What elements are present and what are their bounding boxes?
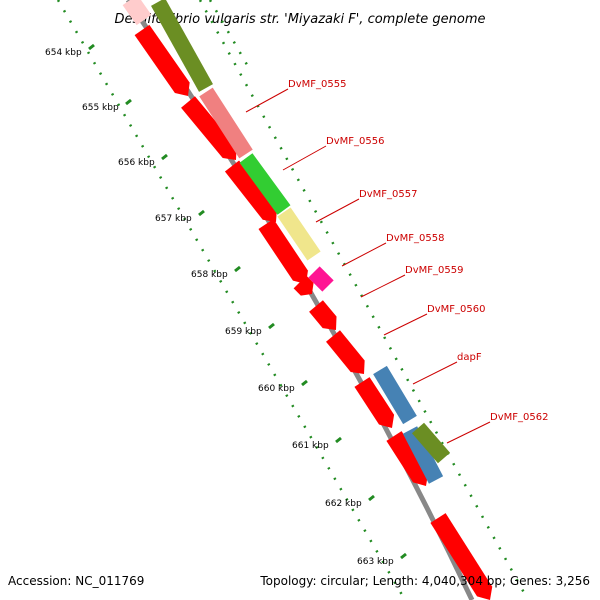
cds-arrow	[430, 513, 493, 600]
cds-arrow-fade	[122, 0, 152, 26]
gene-label-leader	[245, 88, 289, 113]
gene-label: DvMF_0555	[288, 79, 346, 90]
gene-label-leader	[282, 145, 327, 171]
gene-label-group: DvMF_0555 DvMF_0556 DvMF_0557 DvMF_0558 DvMF…	[245, 79, 548, 444]
outer-track	[198, 0, 530, 600]
kbp-tick-label: 654 kbp	[45, 48, 82, 58]
gene-label-leader	[412, 361, 458, 385]
feature-bar-4	[308, 266, 334, 292]
kbp-tick-label: 658 kbp	[191, 270, 228, 280]
gene-label: DvMF_0560	[427, 304, 485, 315]
gene-label: DvMF_0557	[359, 189, 417, 200]
cds-strand-group	[122, 0, 493, 600]
gene-label-leader	[446, 421, 491, 444]
kbp-tick-label: 662 kbp	[325, 499, 362, 509]
kbp-tick-mark	[301, 379, 308, 387]
gene-label-leader	[383, 313, 428, 336]
feature-bar-2	[239, 153, 291, 215]
gene-label-leader	[341, 242, 387, 267]
cds-arrow	[224, 160, 277, 222]
gene-label-leader	[360, 274, 406, 298]
feature-strand-group	[151, 0, 451, 484]
kbp-tick-label: 663 kbp	[357, 557, 394, 567]
accession-text: Accession: NC_011769	[8, 574, 144, 588]
kbp-tick-mark	[400, 552, 407, 560]
kbp-tick-label: 661 kbp	[292, 441, 329, 451]
kbp-tick-mark	[335, 436, 342, 444]
cds-arrow	[386, 431, 429, 486]
feature-bar-3	[277, 207, 321, 261]
gene-label: DvMF_0559	[405, 265, 463, 276]
kbp-tick-label: 659 kbp	[225, 327, 262, 337]
kbp-tick-label: 657 kbp	[155, 214, 192, 224]
kbp-tick-label: 656 kbp	[118, 158, 155, 168]
kbp-tick-mark	[161, 153, 168, 161]
cds-arrow	[309, 300, 337, 330]
feature-bar-1	[199, 87, 253, 159]
cds-arrow	[326, 330, 365, 374]
feature-bar-5	[373, 365, 417, 425]
cds-arrow	[134, 24, 190, 96]
kbp-tick-mark	[198, 209, 205, 217]
cds-arrow	[258, 219, 308, 284]
gene-label: DvMF_0562	[490, 412, 548, 423]
gene-label: DvMF_0556	[326, 136, 384, 147]
feature-bar-0	[151, 0, 213, 92]
cds-arrow	[293, 275, 314, 296]
scale-track	[56, 0, 407, 600]
kbp-tick-mark	[234, 265, 241, 273]
cds-arrow	[181, 96, 237, 160]
feature-bar-6	[402, 426, 444, 484]
cds-arrow	[354, 377, 395, 428]
kbp-tick-group: 654 kbp 655 kbp 656 kbp 657 kbp 658 kbp 659 k…	[45, 43, 407, 567]
kbp-tick-mark	[88, 43, 95, 51]
kbp-tick-mark	[368, 494, 375, 502]
gene-label: DvMF_0558	[386, 233, 444, 244]
kbp-tick-mark	[125, 98, 132, 106]
feature-bar-7	[411, 422, 451, 464]
map-title: Desulfovibrio vulgaris str. 'Miyazaki F'…	[114, 12, 485, 27]
kbp-tick-label: 660 kbp	[258, 384, 295, 394]
kbp-tick-mark	[268, 322, 275, 330]
gene-label-leader	[315, 198, 360, 223]
gene-label: dapF	[457, 352, 482, 363]
topology-text: Topology: circular; Length: 4,040,304 bp…	[259, 574, 590, 588]
kbp-tick-label: 655 kbp	[82, 103, 119, 113]
